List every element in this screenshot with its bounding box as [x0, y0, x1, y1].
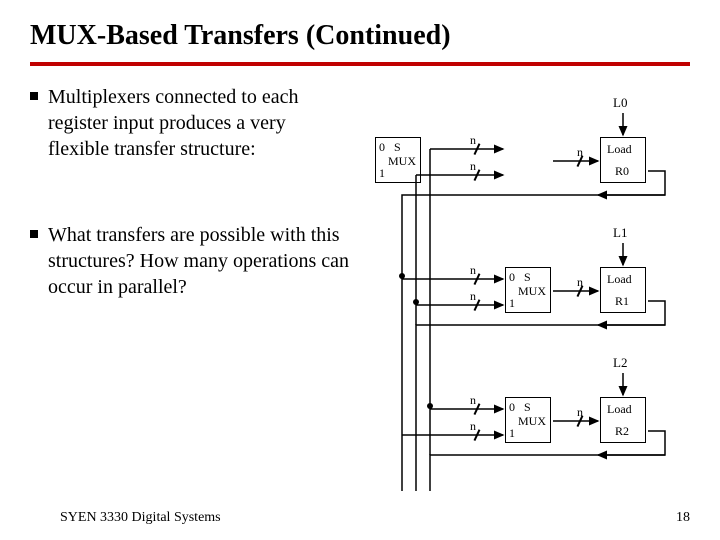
bullet-text: Multiplexers connected to each register … — [48, 84, 350, 162]
footer-course: SYEN 3330 Digital Systems — [60, 510, 221, 526]
slide-title: MUX-Based Transfers (Continued) — [30, 20, 690, 52]
bullet-dot — [30, 230, 38, 238]
page-number: 18 — [676, 510, 690, 526]
title-rule — [30, 62, 690, 66]
bullet-dot — [30, 92, 38, 100]
bullet-item: Multiplexers connected to each register … — [30, 84, 350, 162]
bullet-text: What transfers are possible with this st… — [48, 222, 350, 300]
wiring-svg — [375, 95, 695, 505]
bullet-item: What transfers are possible with this st… — [30, 222, 350, 300]
mux-diagram: 0 S MUX 1 Load R0 L0 0 S MUX 1 Load R1 L… — [375, 95, 695, 505]
